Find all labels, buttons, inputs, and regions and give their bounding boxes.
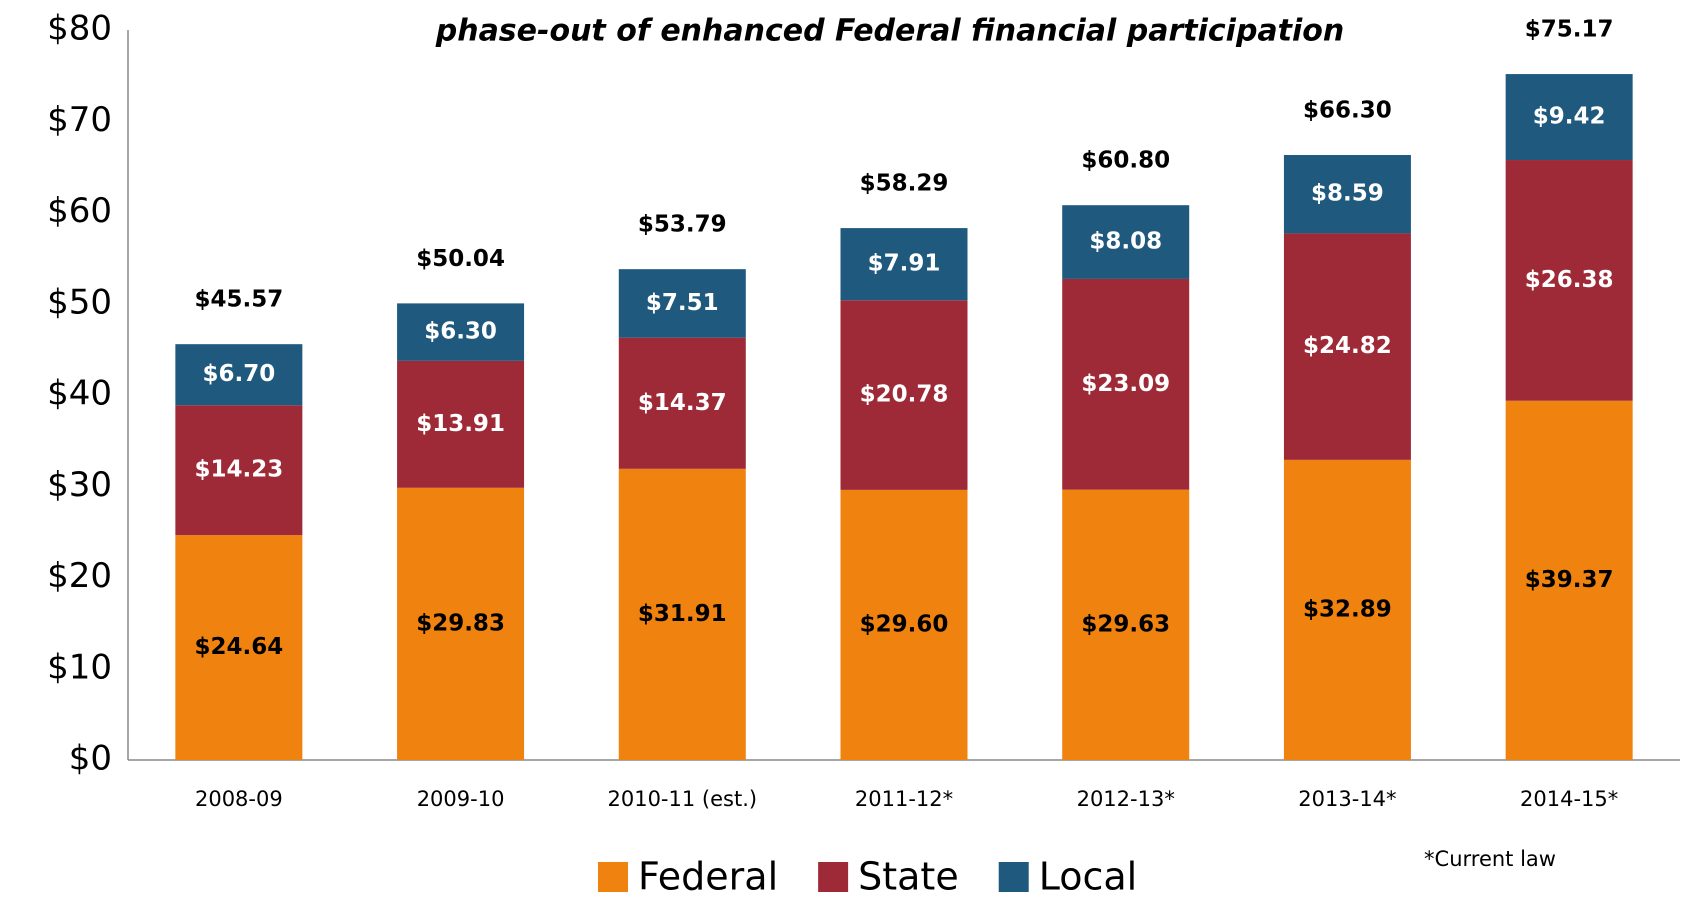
data-label: $9.42 <box>1533 104 1606 130</box>
bar-segment <box>840 300 968 490</box>
bar-segment <box>840 489 968 760</box>
data-label: $29.83 <box>416 610 505 636</box>
y-tick-label: $40 <box>47 374 112 414</box>
data-label: $24.64 <box>194 634 283 660</box>
data-label: $26.38 <box>1525 267 1614 293</box>
x-tick-label: 2012-13* <box>1077 787 1175 811</box>
y-tick-label: $0 <box>69 739 112 779</box>
y-tick-label: $70 <box>47 100 112 140</box>
total-label: $60.80 <box>1081 148 1170 174</box>
y-tick-label: $50 <box>47 282 112 322</box>
bar-segment <box>1062 205 1190 279</box>
bar-segment <box>397 487 525 760</box>
legend-swatch <box>598 862 628 892</box>
x-tick-label: 2013-14* <box>1298 787 1396 811</box>
footnote: *Current law <box>1424 847 1556 871</box>
total-label: $75.17 <box>1525 17 1614 43</box>
total-label: $66.30 <box>1303 98 1392 124</box>
total-label: $58.29 <box>860 171 949 197</box>
total-label: $45.57 <box>194 287 283 313</box>
data-label: $24.82 <box>1303 333 1392 359</box>
bar-segment <box>618 468 746 760</box>
data-label: $23.09 <box>1081 371 1170 397</box>
data-label: $6.30 <box>424 319 497 345</box>
data-label: $14.37 <box>638 390 727 416</box>
data-label: $20.78 <box>860 382 949 408</box>
bar-segment <box>840 228 968 301</box>
data-label: $8.59 <box>1311 181 1384 207</box>
data-label: $7.91 <box>868 251 941 277</box>
bar-segment <box>397 360 525 488</box>
data-label: $14.23 <box>194 457 283 483</box>
data-label: $31.91 <box>638 601 727 627</box>
data-label: $13.91 <box>416 411 505 437</box>
x-tick-label: 2010-11 (est.) <box>607 787 757 811</box>
total-label: $50.04 <box>416 246 505 272</box>
data-label: $39.37 <box>1525 567 1614 593</box>
bar-segment <box>1283 155 1411 234</box>
y-tick-label: $30 <box>47 465 112 505</box>
bar-segment <box>1505 160 1633 401</box>
legend-label: State <box>858 855 959 899</box>
y-tick-label: $10 <box>47 647 112 687</box>
y-tick-label: $80 <box>47 9 112 49</box>
bar-segment <box>1283 459 1411 760</box>
data-label: $29.63 <box>1081 611 1170 637</box>
bar-segment <box>1505 400 1633 760</box>
legend-swatch <box>818 862 849 892</box>
bar-segment <box>1505 74 1633 161</box>
bar-segment <box>1062 489 1190 760</box>
x-tick-label: 2008-09 <box>195 787 283 811</box>
y-tick-label: $20 <box>47 556 112 596</box>
chart-subtitle: phase-out of enhanced Federal financial … <box>435 14 1345 49</box>
total-label: $53.79 <box>638 212 727 238</box>
x-tick-label: 2014-15* <box>1520 787 1618 811</box>
bar-segment <box>1062 278 1190 490</box>
data-label: $6.70 <box>202 361 275 387</box>
bar-segment <box>618 337 746 469</box>
data-label: $7.51 <box>646 290 719 316</box>
legend-label: Local <box>1039 855 1138 899</box>
y-tick-label: $60 <box>47 191 112 231</box>
bar-segment <box>175 344 303 406</box>
bar-segment <box>397 303 525 361</box>
bar-segment <box>175 405 303 536</box>
bar-segment <box>1283 233 1411 460</box>
legend-swatch <box>998 862 1029 892</box>
x-tick-label: 2011-12* <box>855 787 953 811</box>
data-label: $29.60 <box>860 611 949 637</box>
bar-segment <box>175 535 303 760</box>
x-tick-label: 2009-10 <box>417 787 505 811</box>
data-label: $32.89 <box>1303 596 1392 622</box>
legend-label: Federal <box>638 855 778 899</box>
bar-segment <box>618 269 746 338</box>
data-label: $8.08 <box>1089 229 1162 255</box>
